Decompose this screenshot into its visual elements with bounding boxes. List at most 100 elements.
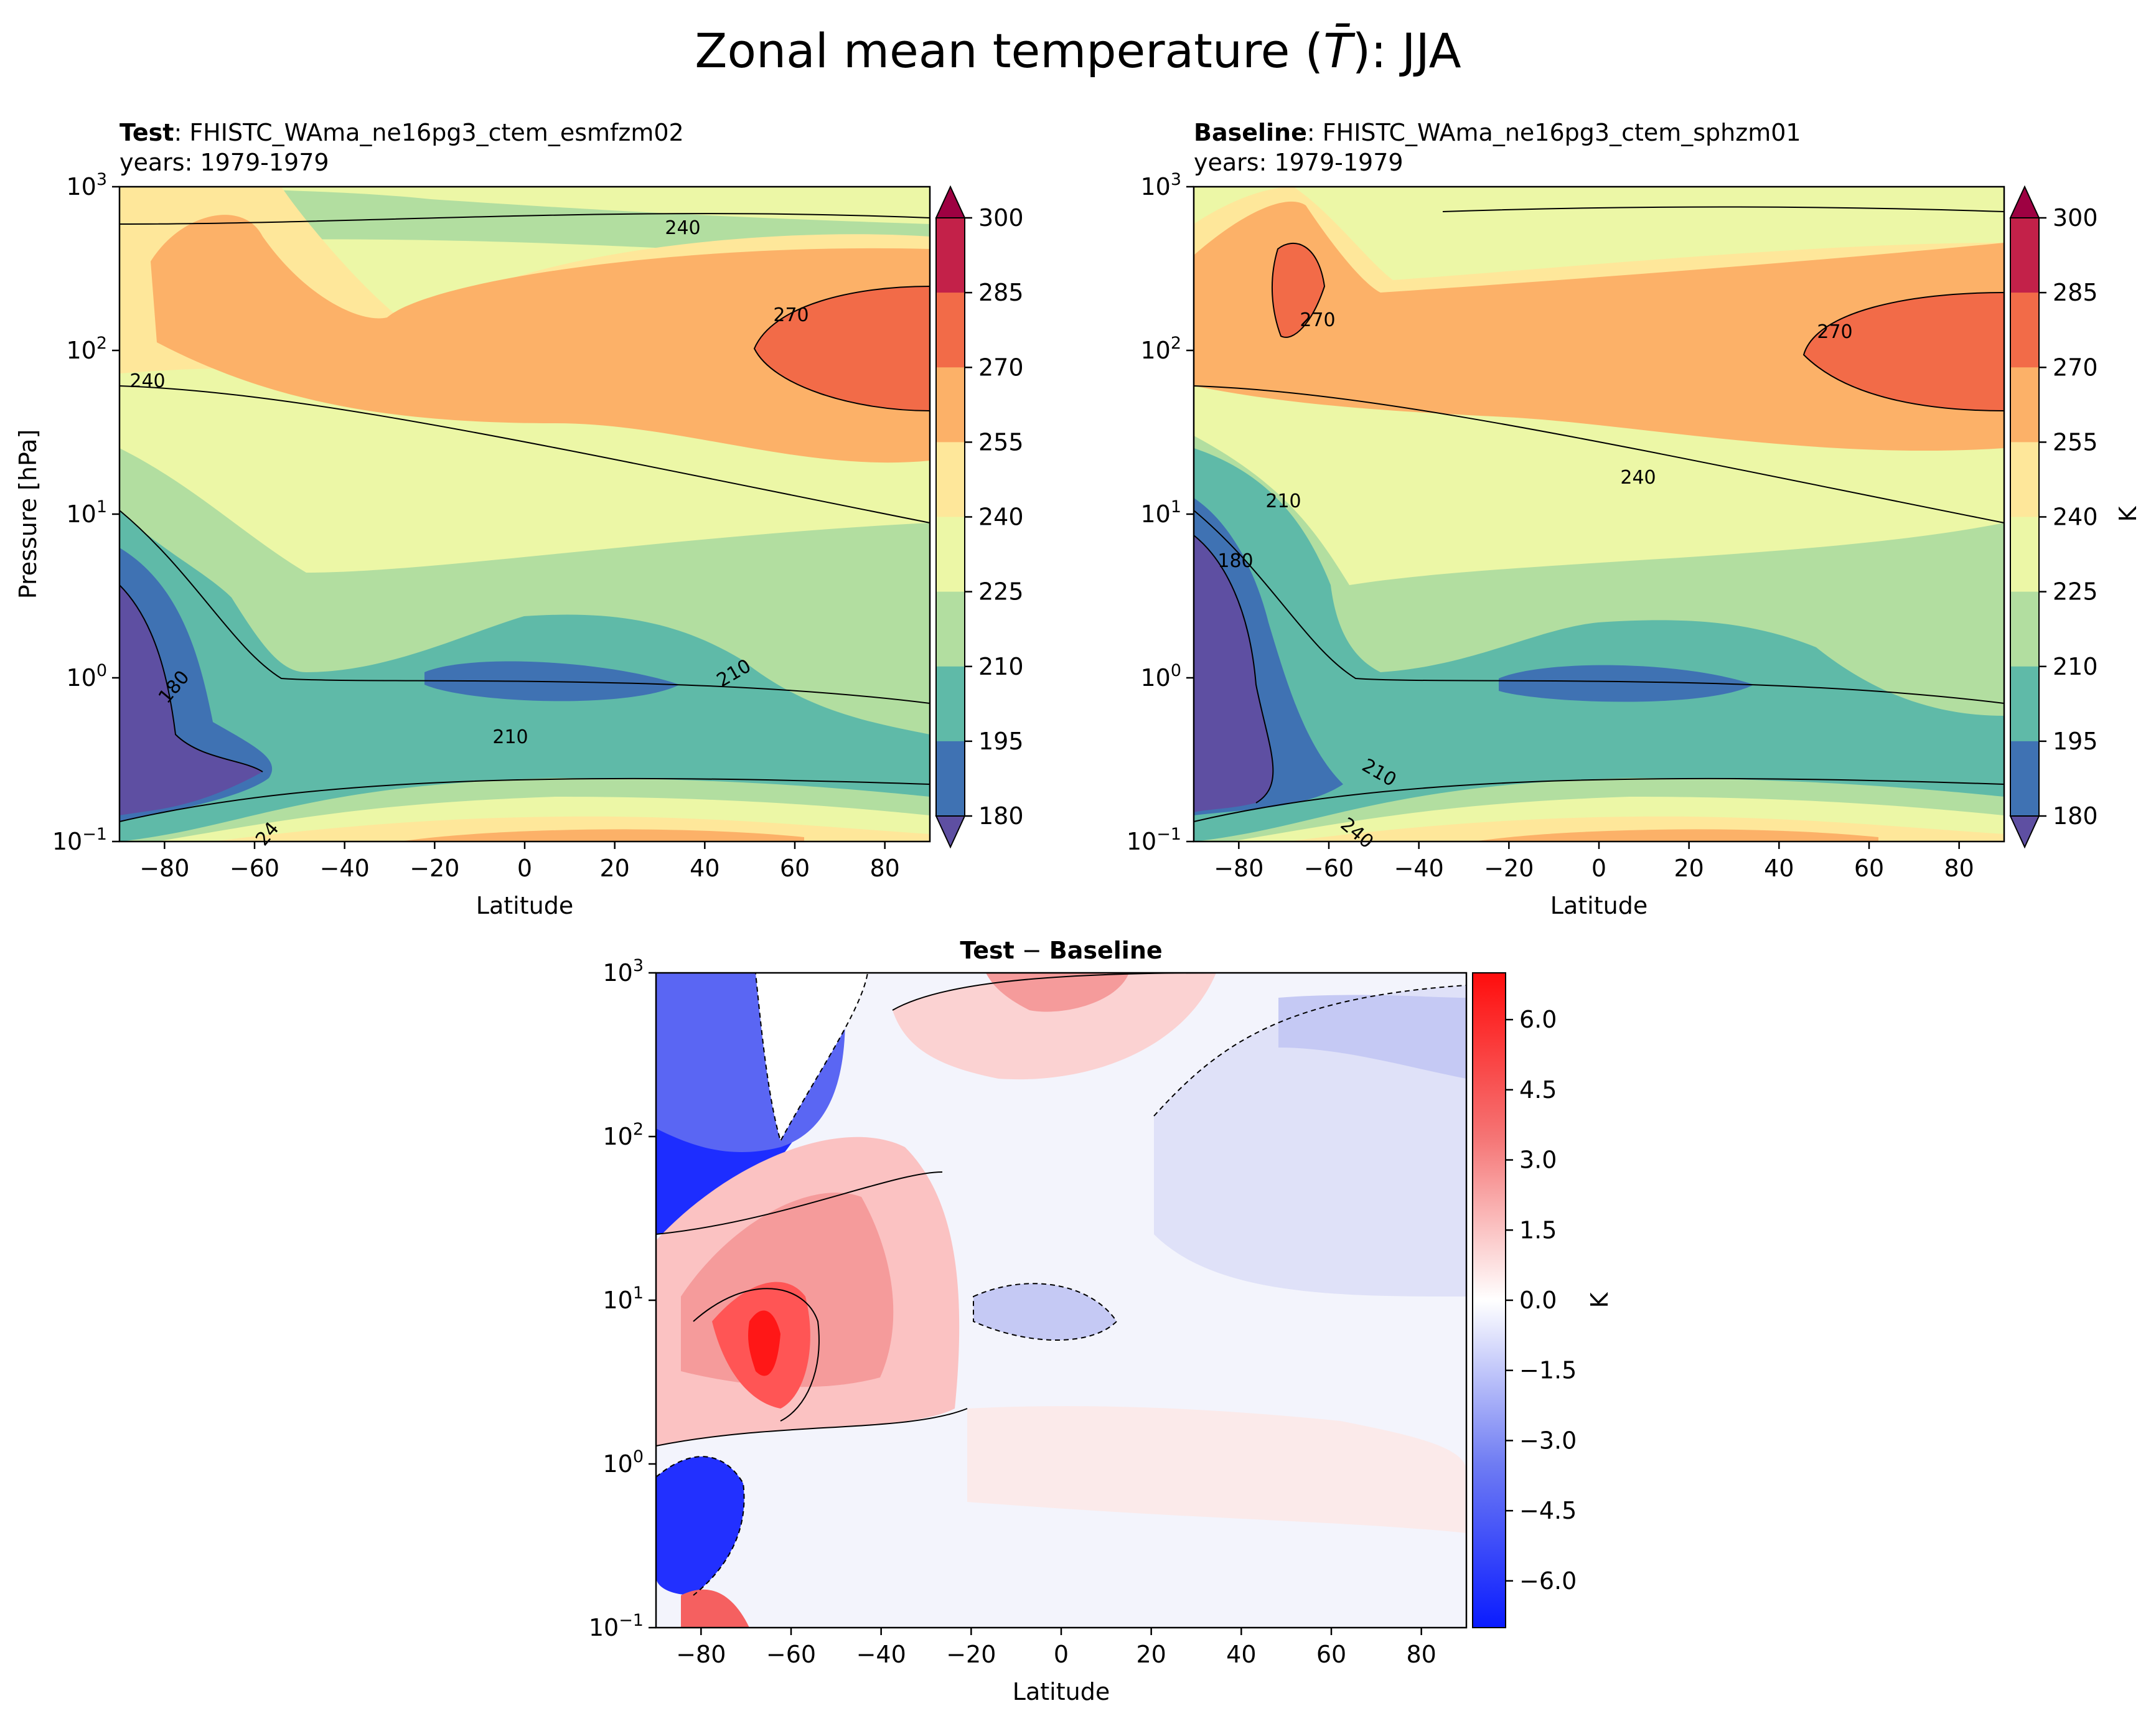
colorbar-tick-label: 210 <box>978 653 1024 680</box>
diff-colorbar: 6.0 4.5 3.0 1.5 0.0 −1.5 −3.0 −4.5 −6.0 K <box>1472 972 1613 1628</box>
x-tick-label: 0 <box>1591 855 1606 882</box>
diff-region-warm-top-core <box>986 973 1129 1012</box>
y-tick-label: 10−1 <box>1127 825 1181 855</box>
colorbar-tick-label: 4.5 <box>1519 1076 1557 1104</box>
band-270-285 <box>1194 201 2004 451</box>
diff-contour-fill <box>656 973 1466 1628</box>
baseline-x-axis-label: Latitude <box>1550 892 1647 919</box>
x-tick-label: −60 <box>766 1641 816 1668</box>
colorbar-tick-label: −3.0 <box>1519 1427 1577 1454</box>
colorbar-tick-label: 240 <box>2053 504 2098 531</box>
x-tick-label: 20 <box>1674 855 1704 882</box>
contour-line <box>1194 777 2004 822</box>
test-y-ticks: 10−1 100 101 102 103 <box>52 170 120 855</box>
contour-line <box>120 777 930 822</box>
contour-line <box>693 1288 820 1422</box>
colorbar-tick-label: 240 <box>978 504 1024 531</box>
test-panel-title: Test: FHISTC_WAma_ne16pg3_ctem_esmfzm02 <box>120 119 684 146</box>
colorbar-tick-label: 255 <box>2053 428 2098 456</box>
contour-label: 210 <box>492 726 528 748</box>
band-180-195-tropic <box>1499 665 1754 702</box>
contour-line <box>120 213 930 225</box>
x-tick-label: 40 <box>690 855 719 882</box>
x-tick-label: 0 <box>517 855 532 882</box>
y-tick-label: 102 <box>602 1120 644 1150</box>
x-tick-label: −80 <box>676 1641 726 1668</box>
contour-line <box>656 1171 968 1447</box>
x-tick-label: −20 <box>946 1641 996 1668</box>
contour-label: 270 <box>773 304 809 326</box>
y-tick-label: 10−1 <box>52 825 107 855</box>
colorbar-band <box>936 442 965 517</box>
test-contour-fill <box>120 187 930 842</box>
diff-colorbar-label: K <box>1586 1292 1613 1308</box>
contour-label: 240 <box>1620 467 1656 489</box>
figure-title: Zonal mean temperature (T̄): JJA <box>695 22 1461 78</box>
band-top-yellow <box>120 187 930 224</box>
colorbar-tick-label: 180 <box>2053 802 2098 830</box>
x-tick-label: −40 <box>856 1641 906 1668</box>
y-tick-label: 101 <box>602 1283 644 1314</box>
contour-line <box>1194 385 2004 523</box>
colorbar-extend-max <box>935 185 966 218</box>
contour-label: 240 <box>129 370 165 392</box>
band-270-285 <box>151 215 930 463</box>
x-tick-label: 20 <box>599 855 629 882</box>
band-top-yellow <box>1194 187 2004 212</box>
contour-label: 240 <box>665 217 700 239</box>
colorbar-band <box>2010 741 2039 817</box>
colorbar-tick-label: 180 <box>978 802 1024 830</box>
diff-region-warm-top <box>893 973 1216 1080</box>
diff-region-unmasked <box>756 973 868 1141</box>
contour-label: 270 <box>1300 309 1335 331</box>
contour-line <box>753 286 930 411</box>
colorbar-tick-label: 0.0 <box>1519 1287 1557 1314</box>
band-surface-orange <box>1474 829 1878 842</box>
contour-line <box>1442 206 2004 212</box>
colorbar-band <box>2010 517 2039 593</box>
colorbar-tick-label: −4.5 <box>1519 1497 1577 1524</box>
y-tick-label: 100 <box>66 661 107 692</box>
y-tick-label: 102 <box>1140 334 1181 364</box>
colorbar-band <box>936 367 965 443</box>
colorbar-band <box>2010 218 2039 293</box>
colorbar-label: K <box>2114 505 2142 522</box>
test-panel: Test: FHISTC_WAma_ne16pg3_ctem_esmfzm02 … <box>14 119 1024 919</box>
colorbar-ticks: 300 285 270 255 240 225 210 195 180 <box>965 204 1024 830</box>
colorbar-extend-min <box>935 815 966 849</box>
test-x-ticks: −80 −60 −40 −20 0 20 40 60 80 <box>139 842 900 882</box>
colorbar-extend-max <box>2009 185 2040 218</box>
x-tick-label: 0 <box>1054 1641 1069 1668</box>
x-tick-label: 40 <box>1226 1641 1256 1668</box>
x-tick-label: −40 <box>1394 855 1444 882</box>
baseline-colorbar: 300 285 270 255 240 225 210 195 180 K <box>2009 185 2142 849</box>
band-285-300 <box>754 286 930 411</box>
colorbar-band <box>936 218 965 293</box>
x-tick-label: −60 <box>230 855 279 882</box>
contour-line-negative <box>973 1283 1118 1341</box>
band-surface-orange <box>400 829 804 842</box>
diff-x-axis-label: Latitude <box>1013 1678 1110 1705</box>
x-tick-label: 60 <box>1316 1641 1346 1668</box>
x-tick-label: 20 <box>1136 1641 1166 1668</box>
y-tick-label: 100 <box>602 1447 644 1478</box>
test-y-axis-label: Pressure [hPa] <box>14 429 42 599</box>
colorbar-extend-min <box>2009 815 2040 849</box>
contour-line-negative <box>656 1456 745 1596</box>
contour-label: 210 <box>1265 490 1301 512</box>
diff-colorbar-gradient <box>1472 972 1506 1628</box>
diff-region-warm-core <box>748 1310 780 1376</box>
diff-x-ticks: −80 −60 −40 −20 0 20 40 60 80 <box>676 1628 1437 1668</box>
colorbar-band <box>2010 666 2039 742</box>
colorbar-band <box>936 293 965 368</box>
baseline-panel-title: Baseline: FHISTC_WAma_ne16pg3_ctem_sphzm… <box>1194 119 1801 146</box>
diff-region-cool-spot <box>973 1283 1117 1340</box>
contour-line-negative <box>755 973 869 1143</box>
contour-line-negative <box>1153 985 1466 1117</box>
contour-line <box>1194 535 1274 804</box>
x-tick-label: −20 <box>1484 855 1534 882</box>
colorbar-band <box>2010 367 2039 443</box>
contour-line <box>1802 292 2004 411</box>
colorbar-band <box>936 591 965 667</box>
